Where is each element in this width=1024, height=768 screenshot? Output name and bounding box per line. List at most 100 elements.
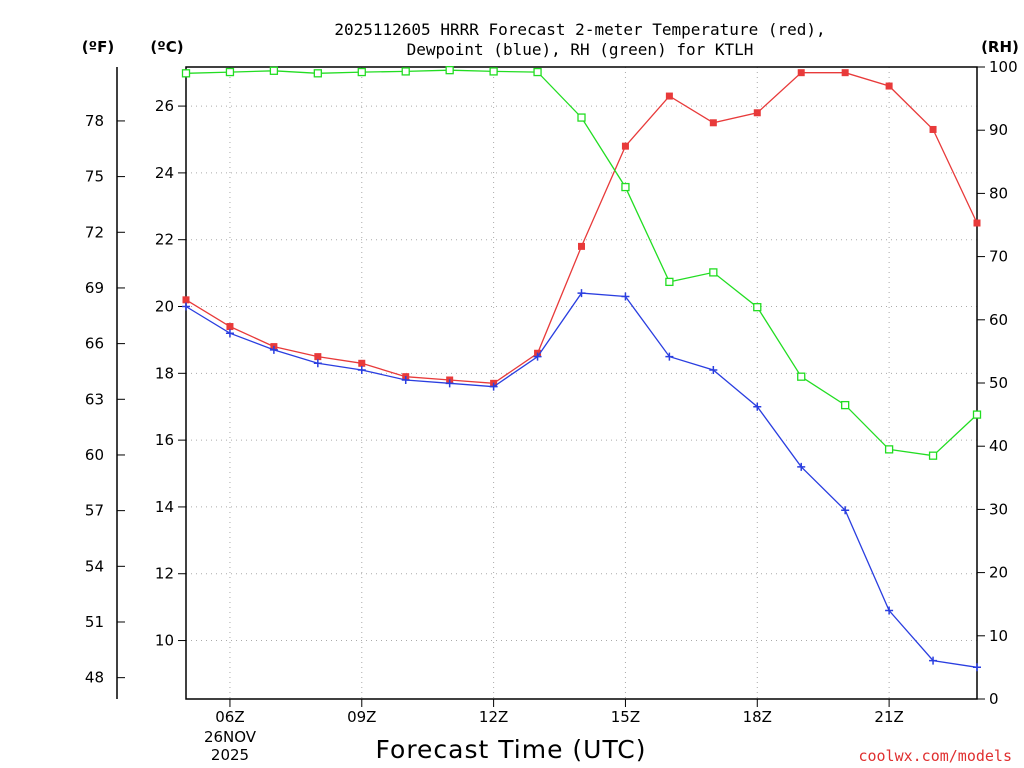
celsius-tick-label: 26 [155, 97, 174, 115]
dewpoint-point [885, 606, 894, 615]
rh-point [797, 372, 806, 381]
fahrenheit-tick-label: 72 [85, 223, 104, 241]
rh-tick-label: 50 [989, 374, 1008, 392]
fahrenheit-tick-label: 63 [85, 390, 104, 408]
rh-line [185, 69, 978, 457]
dewpoint-point [841, 506, 850, 515]
temperature-point [578, 242, 585, 250]
temperature-point [753, 109, 761, 117]
rh-point [533, 67, 542, 77]
celsius-tick-label: 12 [155, 565, 174, 583]
time-tick-label: 15Z [611, 708, 640, 726]
dewpoint-point [182, 302, 190, 311]
rh-tick-label: 10 [989, 627, 1008, 645]
rh-point [665, 277, 674, 287]
rh-tick-label: 20 [989, 564, 1008, 582]
dewpoint-point [533, 352, 542, 361]
time-tick-label: 06Z [215, 708, 244, 726]
dewpoint-point [489, 382, 498, 391]
dewpoint-point [445, 379, 454, 388]
time-tick-label: 18Z [743, 708, 772, 726]
dewpoint-series [182, 289, 981, 672]
dewpoint-point [401, 375, 410, 384]
rh-unit-label: (RH) [981, 38, 1019, 56]
fahrenheit-tick-label: 66 [85, 335, 104, 353]
dewpoint-line [185, 292, 978, 668]
temperature-point [709, 119, 717, 127]
temperature-point [841, 69, 849, 77]
dewpoint-point [929, 656, 938, 665]
fahrenheit-tick-label: 69 [85, 279, 104, 297]
rh-point [972, 410, 982, 419]
dewpoint-point [225, 329, 234, 338]
rh-tick-label: 0 [989, 690, 999, 708]
fahrenheit-tick-label: 75 [85, 168, 104, 186]
plot-frame [185, 66, 978, 700]
rh-point [269, 66, 279, 75]
fahrenheit-tick-label: 51 [85, 613, 104, 631]
rh-point [753, 303, 762, 312]
date-label-year: 2025 [211, 746, 249, 764]
rh-point [928, 451, 938, 460]
x-axis-title: Forecast Time (UTC) [376, 735, 647, 764]
celsius-axis: 10 12 14 16 18 20 22 24 26 [155, 97, 186, 650]
chart-title-line2: Dewpoint (blue), RH (green) for KTLH [407, 40, 754, 59]
time-axis: 06Z 09Z 12Z 15Z 18Z 21Z [215, 699, 904, 726]
time-tick-label: 09Z [347, 708, 376, 726]
rh-point [225, 67, 235, 77]
temperature-point [226, 323, 234, 331]
rh-point [577, 113, 586, 122]
rh-point [357, 67, 366, 77]
dewpoint-point [313, 359, 322, 368]
series-group [181, 66, 982, 672]
temperature-point [885, 82, 893, 90]
dewpoint-point [973, 663, 981, 672]
celsius-unit-label: (ºC) [150, 38, 183, 56]
rh-point [401, 67, 410, 76]
temperature-point [797, 69, 805, 77]
fahrenheit-tick-label: 48 [85, 669, 104, 687]
celsius-tick-label: 10 [155, 632, 174, 650]
dewpoint-point [621, 292, 630, 301]
rh-point [313, 69, 322, 78]
dewpoint-point [797, 462, 806, 471]
temperature-point [665, 92, 673, 100]
dewpoint-point [709, 365, 718, 374]
rh-tick-label: 70 [989, 248, 1008, 266]
rh-tick-label: 60 [989, 311, 1008, 329]
celsius-tick-label: 16 [155, 431, 174, 449]
rh-tick-label: 100 [989, 58, 1018, 76]
temperature-point [973, 219, 981, 227]
celsius-tick-label: 24 [155, 164, 174, 182]
rh-tick-label: 80 [989, 184, 1008, 202]
rh-point [621, 182, 630, 192]
rh-point [841, 400, 850, 410]
rh-point [709, 268, 718, 277]
time-tick-label: 21Z [874, 708, 903, 726]
temperature-point [929, 125, 937, 133]
rh-tick-label: 90 [989, 121, 1008, 139]
fahrenheit-tick-label: 60 [85, 446, 104, 464]
rh-point [884, 445, 894, 454]
celsius-tick-label: 22 [155, 231, 174, 249]
celsius-tick-label: 18 [155, 364, 174, 382]
rh-axis: 0 10 20 30 40 50 60 70 80 90 100 [977, 58, 1018, 708]
date-label-day: 26NOV [204, 728, 257, 746]
credit-text: coolwx.com/models [858, 747, 1012, 765]
rh-series [181, 66, 982, 460]
rh-tick-label: 40 [989, 437, 1008, 455]
dewpoint-point [753, 402, 762, 411]
time-tick-label: 12Z [479, 708, 508, 726]
rh-point [181, 69, 191, 78]
fahrenheit-tick-label: 57 [85, 502, 104, 520]
fahrenheit-tick-label: 78 [85, 112, 104, 130]
grid-lines [186, 67, 977, 699]
temperature-point [182, 296, 190, 304]
temperature-point [621, 142, 629, 150]
celsius-tick-label: 14 [155, 498, 174, 516]
chart-title-line1: 2025112605 HRRR Forecast 2-meter Tempera… [334, 20, 825, 39]
rh-point [489, 67, 498, 76]
dewpoint-point [269, 345, 278, 354]
temperature-point [314, 353, 322, 361]
